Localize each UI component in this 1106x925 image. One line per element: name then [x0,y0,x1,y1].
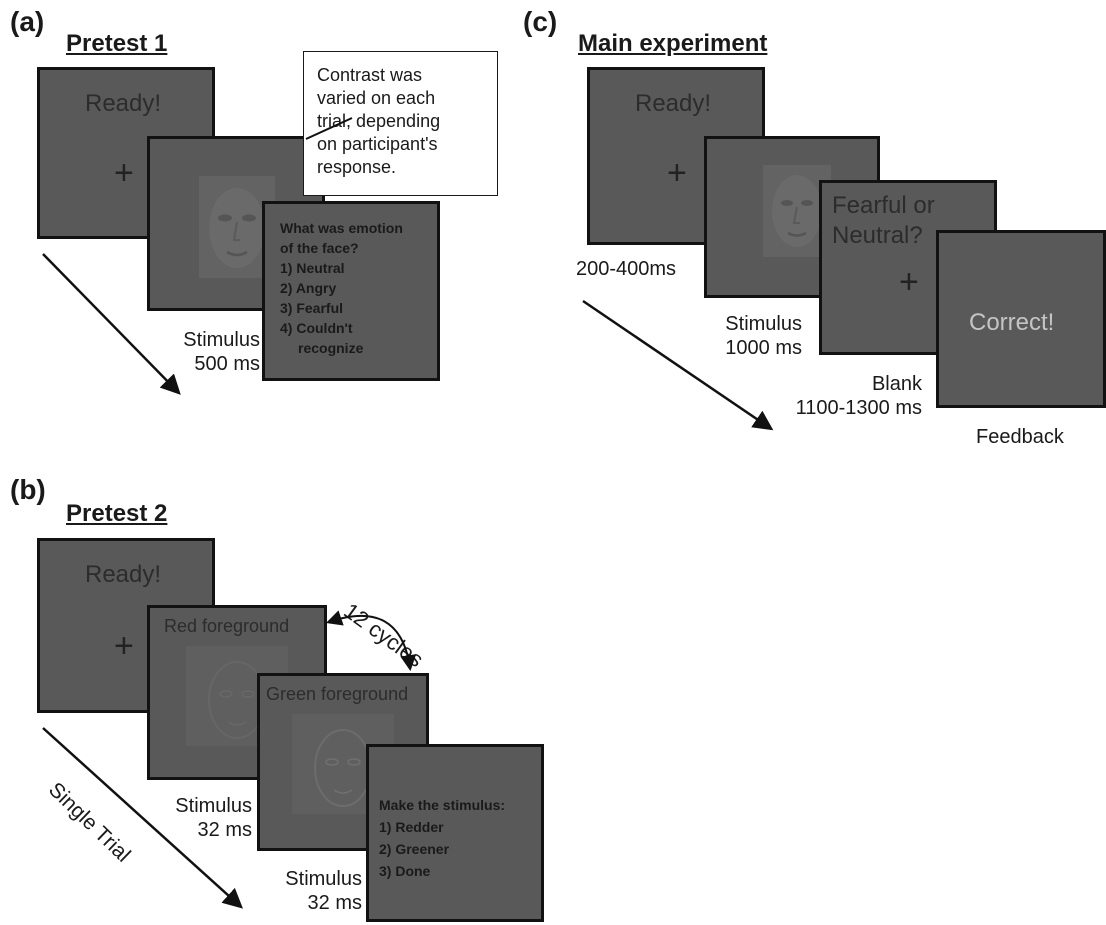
red-foreground-label: Red foreground [164,616,290,636]
single-trial-label: Single Trial [44,778,135,867]
main-feedback-label: Feedback [976,426,1064,448]
pretest2-stimulus1-label: Stimulus 32 ms [175,795,252,841]
ready-text: Ready! [635,90,712,117]
main-stimulus-label: Stimulus 1000 ms [725,313,802,359]
ready-text: Ready! [85,90,162,117]
pretest1-question-screen: What was emotion of the face? 1) Neutral… [262,201,440,381]
correct-text: Correct! [969,309,1055,336]
panel-c-title: Main experiment [578,30,768,57]
main-blank-label: Blank 1100-1300 ms [795,373,922,419]
adjust-question: Make the stimulus: 1) Redder 2) Greener … [379,797,506,879]
fearful-neutral-prompt: Fearful or Neutral? [832,192,935,249]
ready-text: Ready! [85,561,162,588]
panel-a-title: Pretest 1 [66,30,168,57]
fixation-cross: + [899,263,919,301]
panel-a-letter: (a) [10,6,45,37]
panel-b-letter: (b) [10,474,46,505]
green-foreground-label: Green foreground [266,684,409,704]
panel-c-letter: (c) [523,6,558,37]
main-ready-label: 200-400ms [576,258,677,280]
fixation-cross: + [114,154,134,192]
cycles-label: 12 cycles [339,598,429,673]
emotion-question: What was emotion of the face? 1) Neutral… [280,220,403,356]
pretest2-question-screen: Make the stimulus: 1) Redder 2) Greener … [366,744,544,922]
panel-b-title: Pretest 2 [66,500,168,527]
fixation-cross: + [114,627,134,665]
contrast-callout: Contrast was varied on each trial, depen… [303,51,498,196]
main-feedback-screen: Correct! [936,230,1106,408]
pretest1-stimulus-label: Stimulus 500 ms [183,329,260,375]
fixation-cross: + [667,154,687,192]
pretest2-stimulus2-label: Stimulus 32 ms [285,868,362,914]
